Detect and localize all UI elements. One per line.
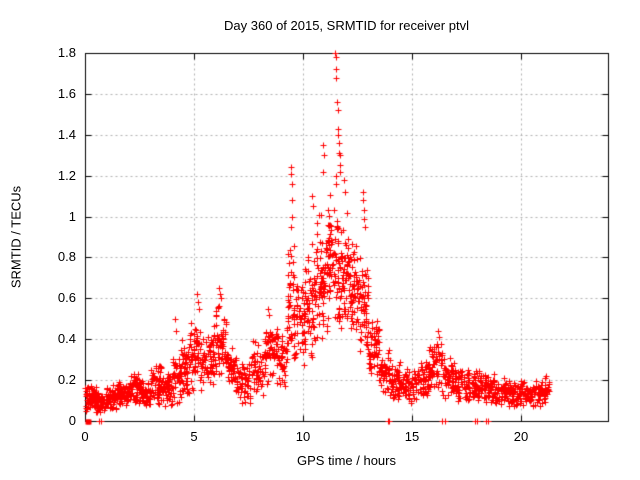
y-tick-label: 1.6 bbox=[57, 86, 76, 101]
y-tick-label: 1.8 bbox=[57, 45, 76, 60]
y-tick-label: 1 bbox=[68, 209, 76, 224]
x-axis-label: GPS time / hours bbox=[297, 453, 396, 468]
chart-title: Day 360 of 2015, SRMTID for receiver ptv… bbox=[224, 18, 469, 33]
x-tick-label: 5 bbox=[190, 429, 198, 444]
y-tick-label: 0.6 bbox=[57, 290, 76, 305]
y-axis-label: SRMTID / TECUs bbox=[8, 185, 24, 289]
y-tick-label: 0.4 bbox=[57, 331, 76, 346]
y-tick-label: 1.2 bbox=[57, 168, 76, 183]
x-tick-label: 0 bbox=[81, 429, 89, 444]
x-tick-label: 20 bbox=[513, 429, 529, 444]
y-tick-label: 0.8 bbox=[57, 249, 76, 264]
y-tick-label: 0.2 bbox=[57, 372, 76, 387]
x-tick-label: 15 bbox=[404, 429, 420, 444]
y-tick-label: 0 bbox=[68, 413, 76, 428]
y-tick-label: 1.4 bbox=[57, 127, 76, 142]
x-tick-label: 10 bbox=[295, 429, 311, 444]
